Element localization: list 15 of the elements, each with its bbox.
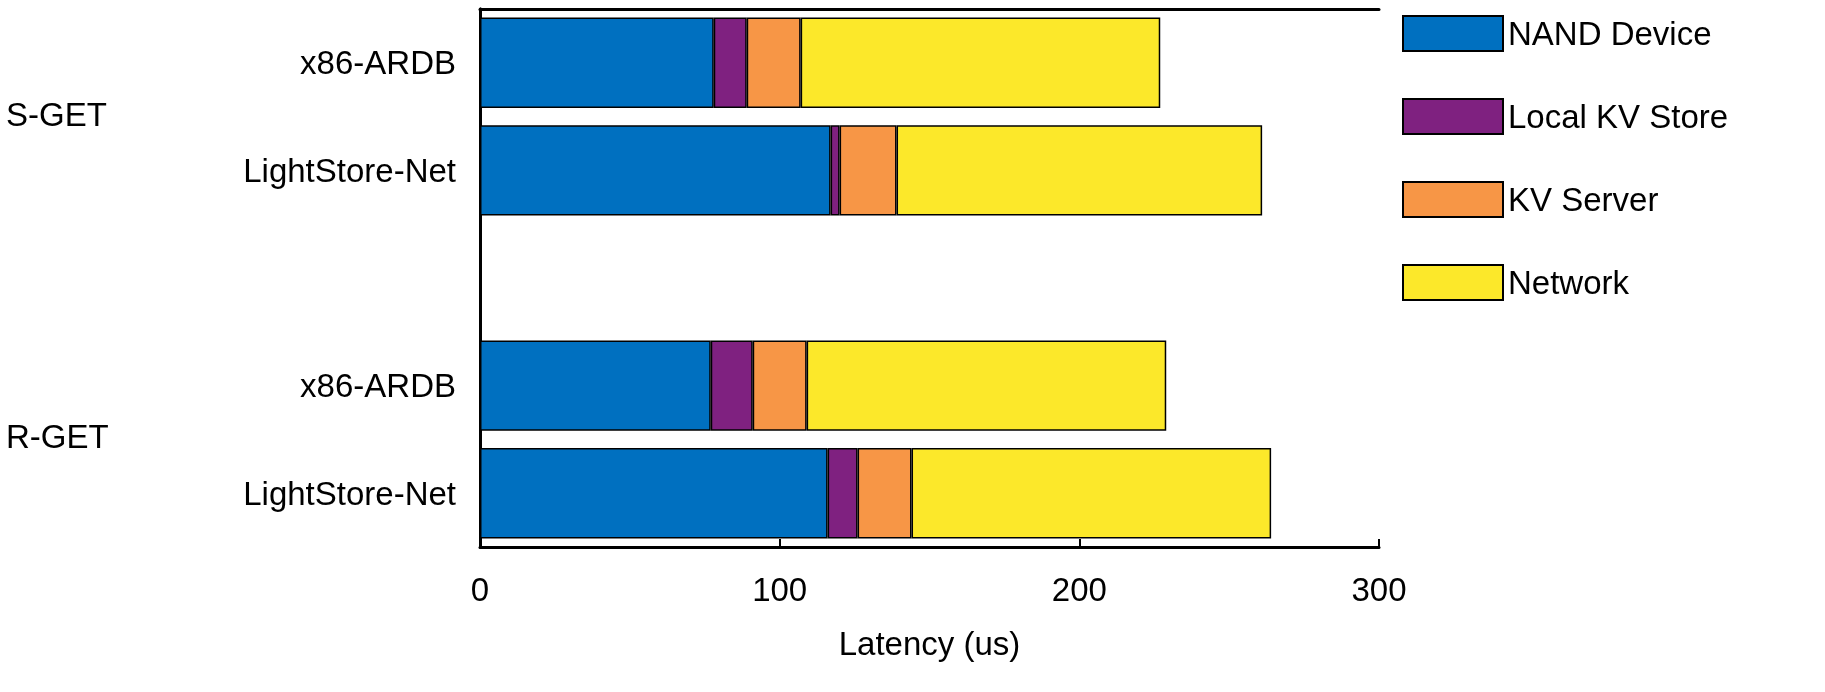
- legend-label: NAND Device: [1508, 15, 1712, 52]
- x-tick-label: 200: [1051, 571, 1107, 608]
- y-tick-label: x86-ARDB: [300, 367, 456, 405]
- text: R-GET: [6, 418, 109, 456]
- legend-label: Network: [1508, 264, 1630, 301]
- legend-label: KV Server: [1508, 181, 1659, 218]
- y-tick-label: LightStore-Net: [243, 151, 456, 189]
- y-tick-label: x86-ARDB: [300, 44, 456, 82]
- x-tick-label: 0: [470, 571, 490, 608]
- x-axis-title: Latency (us): [838, 625, 1021, 662]
- x-tick-label: 100: [752, 571, 808, 608]
- legend-label: Local KV Store: [1508, 98, 1729, 135]
- y-tick-label: LightStore-Net: [243, 474, 456, 512]
- text: S-GET: [6, 95, 107, 133]
- x-tick-label: 300: [1351, 571, 1407, 608]
